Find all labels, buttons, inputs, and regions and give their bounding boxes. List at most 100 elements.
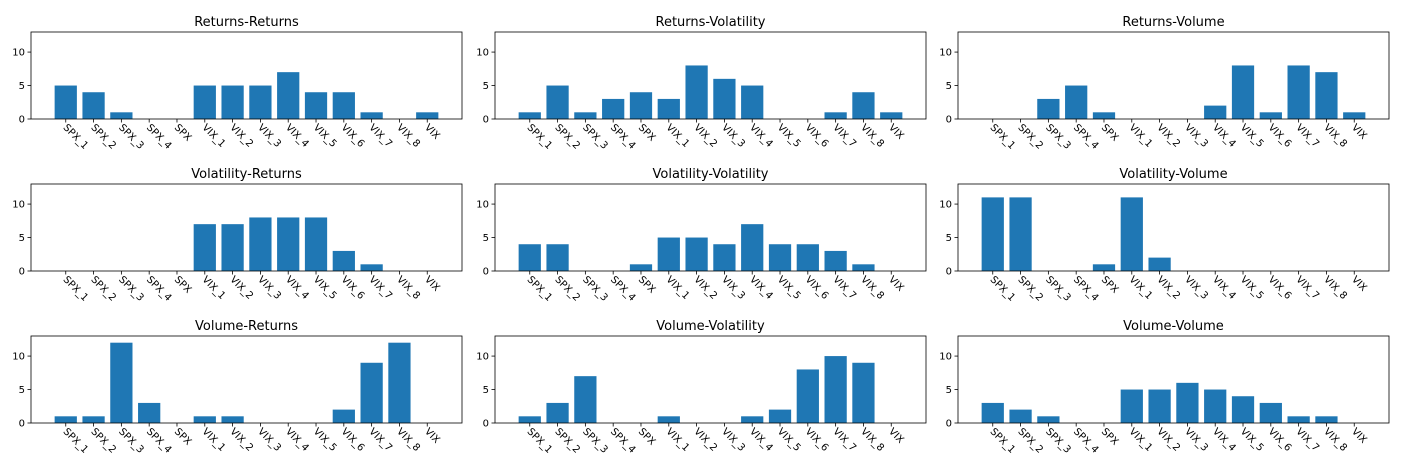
- bar: [1037, 98, 1060, 119]
- y-tick-label: 5: [483, 233, 489, 244]
- x-tick-label: VIX_5: [311, 122, 339, 150]
- x-tick-label: VIX: [422, 426, 442, 446]
- bar: [249, 217, 272, 271]
- bar: [54, 85, 77, 119]
- bar: [852, 92, 875, 119]
- x-tick-label: SPX_1: [988, 274, 1017, 303]
- x-tick-label: SPX_3: [116, 274, 145, 303]
- panel-title: Volume-Volume: [1123, 319, 1224, 334]
- y-tick-label: 10: [12, 48, 25, 59]
- bar: [304, 217, 328, 271]
- x-tick-label: VIX_4: [747, 274, 775, 302]
- bar: [332, 409, 355, 423]
- y-tick-label: 5: [483, 385, 489, 396]
- bar: [1148, 257, 1171, 271]
- x-tick-label: SPX_3: [580, 426, 609, 455]
- bar: [1231, 396, 1255, 423]
- x-tick-label: VIX_3: [255, 426, 283, 454]
- x-tick-label: SPX_3: [116, 122, 145, 151]
- panel-title: Volatility-Volatility: [653, 167, 769, 182]
- bar: [193, 85, 216, 119]
- x-tick-label: SPX_1: [988, 122, 1017, 151]
- x-tick-label: VIX_4: [747, 426, 775, 454]
- x-tick-label: VIX_3: [1182, 122, 1210, 150]
- bar: [657, 237, 680, 271]
- x-tick-label: VIX_1: [1127, 122, 1155, 150]
- x-tick-label: VIX_5: [1238, 122, 1266, 150]
- x-tick-label: VIX_4: [283, 122, 311, 150]
- x-tick-label: SPX_2: [1015, 122, 1044, 151]
- x-tick-label: VIX_2: [227, 274, 255, 302]
- x-tick-label: SPX_2: [88, 274, 117, 303]
- bar: [388, 342, 411, 423]
- x-tick-label: SPX_4: [144, 122, 173, 151]
- x-tick-label: VIX_2: [1154, 122, 1182, 150]
- bar: [629, 92, 653, 119]
- bar: [574, 112, 597, 119]
- x-tick-label: VIX: [886, 426, 906, 446]
- panel-title: Returns-Volume: [1122, 15, 1224, 30]
- y-tick-label: 0: [483, 115, 489, 126]
- x-tick-label: VIX_7: [831, 426, 859, 454]
- x-tick-label: VIX_6: [803, 274, 831, 302]
- x-tick-label: SPX_2: [552, 274, 581, 303]
- y-tick-label: 10: [476, 48, 489, 59]
- x-tick-label: VIX_6: [1266, 426, 1294, 454]
- x-tick-label: SPX_3: [116, 426, 145, 455]
- chart-panel: Volatility-Volatility 0 5 10 SPX_1SPX_2SPX_3…: [476, 167, 927, 304]
- bar: [1343, 112, 1366, 119]
- bar: [193, 416, 216, 423]
- bar: [518, 112, 541, 119]
- x-tick-label: VIX_6: [1266, 274, 1294, 302]
- x-tick-label: SPX_4: [1071, 426, 1100, 455]
- bar: [824, 356, 847, 423]
- x-tick-label: VIX_7: [367, 122, 395, 150]
- chart-panel: Volume-Returns 0 5 10 SPX_1SPX_2SPX_3SPX_4SP…: [12, 319, 463, 456]
- x-tick-label: SPX_1: [61, 122, 90, 151]
- y-tick-label: 0: [19, 419, 25, 430]
- bar: [518, 244, 541, 271]
- x-tick-label: SPX_1: [525, 274, 554, 303]
- y-tick-label: 0: [19, 267, 25, 278]
- bar: [574, 376, 597, 423]
- x-tick-label: SPX_2: [1015, 426, 1044, 455]
- y-tick-label: 10: [939, 200, 952, 211]
- y-tick-label: 5: [483, 81, 489, 92]
- x-tick-label: VIX: [886, 122, 906, 142]
- x-tick-label: VIX_7: [1294, 426, 1322, 454]
- bar: [82, 416, 105, 423]
- x-tick-label: VIX_3: [1182, 426, 1210, 454]
- x-tick-label: VIX_7: [367, 426, 395, 454]
- bar: [82, 92, 105, 119]
- bar: [332, 250, 355, 271]
- axes-frame: [30, 335, 463, 424]
- chart-panel: Volume-Volatility 0 5 10 SPX_1SPX_2SPX_3SPX_…: [476, 319, 927, 456]
- y-tick-label: 10: [476, 352, 489, 363]
- x-tick-label: SPX_2: [552, 426, 581, 455]
- x-tick-label: VIX_1: [1127, 426, 1155, 454]
- bar: [1009, 197, 1032, 271]
- x-tick-label: VIX_1: [200, 426, 228, 454]
- x-tick-label: VIX_1: [664, 274, 692, 302]
- x-tick-label: SPX_4: [608, 122, 637, 151]
- x-tick-label: SPX_3: [580, 122, 609, 151]
- bar: [1259, 112, 1282, 119]
- bar: [796, 369, 819, 423]
- x-tick-label: VIX_8: [1321, 274, 1349, 302]
- x-tick-label: SPX: [1099, 426, 1120, 447]
- axes-frame: [957, 31, 1390, 120]
- x-tick-label: VIX_1: [664, 122, 692, 150]
- x-tick-label: VIX_1: [200, 122, 228, 150]
- panel-title: Volatility-Returns: [191, 167, 302, 182]
- x-tick-label: VIX_8: [858, 274, 886, 302]
- x-tick-label: SPX_2: [88, 426, 117, 455]
- x-tick-label: SPX_4: [1071, 274, 1100, 303]
- bar: [518, 416, 541, 423]
- x-tick-label: SPX: [172, 274, 193, 295]
- x-tick-label: SPX_1: [61, 426, 90, 455]
- x-tick-label: VIX: [886, 274, 906, 294]
- x-tick-label: VIX_4: [1210, 274, 1238, 302]
- x-tick-label: SPX_2: [1015, 274, 1044, 303]
- bar: [1120, 197, 1143, 271]
